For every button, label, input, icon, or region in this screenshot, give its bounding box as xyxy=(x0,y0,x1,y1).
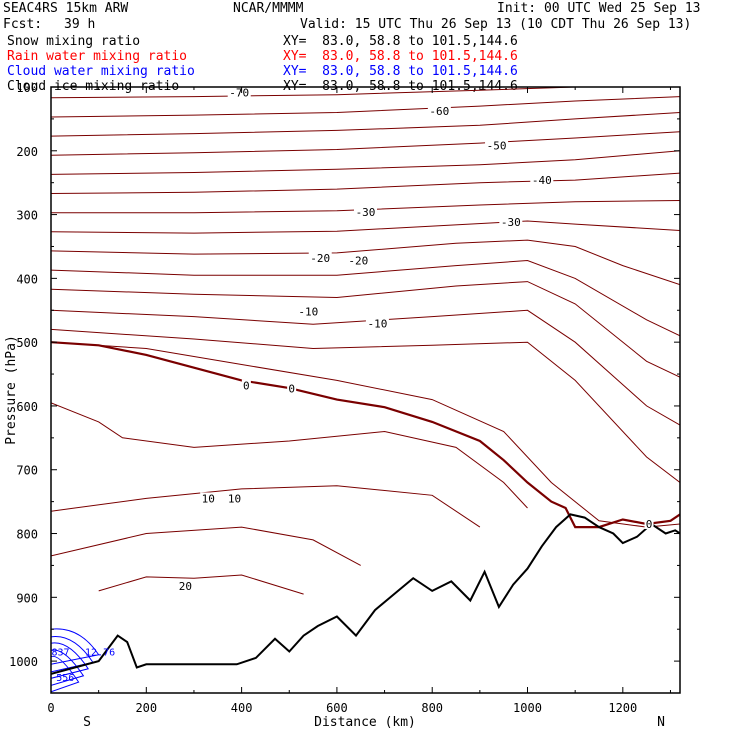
isotherm-line xyxy=(51,131,680,156)
isotherm-label-bg xyxy=(200,492,217,504)
isotherm-label: -40 xyxy=(532,174,552,187)
isotherm-label: -30 xyxy=(356,206,376,219)
isotherm-line xyxy=(51,112,680,137)
isotherm-line xyxy=(51,96,680,118)
legend-rain-xy: XY= 83.0, 58.8 to 101.5,144.6 xyxy=(283,49,518,64)
isotherm-label: -10 xyxy=(298,306,318,319)
isotherm-label-bg xyxy=(241,379,251,391)
forecast-label: Fcst: xyxy=(3,17,43,32)
plot-frame xyxy=(50,86,681,694)
isotherm-line xyxy=(51,220,680,234)
isotherm-label-bg xyxy=(427,105,451,117)
isotherm-label: -30 xyxy=(501,216,521,229)
isotherm-label: 0 xyxy=(288,383,295,396)
isotherm-label-bg xyxy=(354,206,377,218)
model-name: SEAC4RS 15km ARW xyxy=(3,1,129,16)
organization: NCAR/MMMM xyxy=(233,1,304,16)
isotherm-label-bg xyxy=(365,317,389,329)
isotherm-label: -50 xyxy=(487,140,507,153)
isotherm-line xyxy=(51,309,680,426)
cloud-water-contour xyxy=(51,655,80,693)
isotherm-label-bg xyxy=(226,492,243,504)
isotherm-label: -60 xyxy=(429,105,449,118)
isotherm-label: 10 xyxy=(228,492,241,505)
north-end-label: N xyxy=(657,715,665,730)
cloud-water-label: 837 xyxy=(51,648,69,659)
x-tick-label: 200 xyxy=(135,701,157,715)
y-tick-label: 1000 xyxy=(9,655,38,669)
y-tick-label: 600 xyxy=(16,400,38,414)
isotherm-line xyxy=(51,87,616,99)
plot-area: -70 -60 -50 -40 -30 -30 -20 -20 -10 -10 0 0 0 10 10 20 8… xyxy=(51,87,680,693)
legend-snow-xy: XY= 83.0, 58.8 to 101.5,144.6 xyxy=(283,34,518,49)
cloud-water-label: 556 xyxy=(56,673,74,684)
init-time: Init: 00 UTC Wed 25 Sep 13 xyxy=(497,1,701,16)
terrain-line xyxy=(51,513,680,675)
isotherm-line xyxy=(98,574,304,595)
legend-cloud-water-xy: XY= 83.0, 58.8 to 101.5,144.6 xyxy=(283,64,518,79)
y-tick-label: 500 xyxy=(16,336,38,350)
isotherm-label-bg xyxy=(308,251,332,263)
y-axis-label: Pressure (hPa) xyxy=(4,335,19,445)
legend-rain-label: Rain water mixing ratio xyxy=(7,49,188,64)
isotherm-label: 20 xyxy=(179,580,192,593)
isotherm-line xyxy=(51,485,481,528)
isotherm-label-bg xyxy=(530,174,554,186)
isotherm-label-bg xyxy=(499,216,523,228)
isotherm-label-bg xyxy=(296,305,320,317)
freezing-level-line xyxy=(51,341,680,529)
isotherm-label-bg xyxy=(177,579,194,591)
isotherm-line xyxy=(51,172,680,194)
isotherm-label: 0 xyxy=(243,380,250,393)
isotherm-label-bg xyxy=(287,382,297,394)
isotherm-line xyxy=(51,402,528,509)
south-end-label: S xyxy=(83,715,91,730)
isotherm-line xyxy=(51,526,361,566)
isotherm-label-bg xyxy=(485,139,509,151)
isotherm-line xyxy=(51,200,680,214)
legend-snow-label: Snow mixing ratio xyxy=(7,34,141,49)
isotherm-label: -70 xyxy=(229,87,249,100)
isotherm-line xyxy=(51,328,680,483)
valid-time: Valid: 15 UTC Thu 26 Sep 13 (10 CDT Thu … xyxy=(300,17,692,32)
isotherm-label-bg xyxy=(644,517,654,529)
forecast-hour: 39 h xyxy=(64,17,96,32)
x-tick-label: 600 xyxy=(326,701,348,715)
cloud-water-contour xyxy=(51,649,85,686)
x-tick-label: 1200 xyxy=(608,701,637,715)
x-axis-label: Distance (km) xyxy=(314,715,416,730)
y-tick-label: 800 xyxy=(16,528,38,542)
y-tick-label: 400 xyxy=(16,272,38,286)
y-tick-label: 900 xyxy=(16,591,38,605)
y-tick-label: 200 xyxy=(16,145,38,159)
isotherm-line xyxy=(51,150,680,175)
isotherm-label: 10 xyxy=(202,492,215,505)
y-tick-label: 300 xyxy=(16,209,38,223)
isotherm-label: -10 xyxy=(367,318,387,331)
legend-cloud-water-label: Cloud water mixing ratio xyxy=(7,64,195,79)
isotherm-label-bg xyxy=(227,87,251,98)
x-tick-label: 0 xyxy=(47,701,54,715)
isotherm-label: -20 xyxy=(348,255,368,268)
x-tick-label: 1000 xyxy=(513,701,542,715)
isotherm-label-bg xyxy=(346,254,370,266)
isotherm-label: 0 xyxy=(646,518,653,531)
isotherm-line xyxy=(51,281,680,378)
isotherm-line xyxy=(51,259,680,337)
cloud-water-label: 12.76 xyxy=(85,648,115,659)
isotherm-line xyxy=(51,239,680,286)
cloud-water-contour xyxy=(51,628,100,665)
x-tick-label: 800 xyxy=(421,701,443,715)
isotherm-line xyxy=(51,341,680,528)
x-tick-label: 400 xyxy=(231,701,253,715)
y-tick-label: 700 xyxy=(16,464,38,478)
y-tick-label: 100 xyxy=(16,81,38,95)
cloud-water-contour xyxy=(51,642,89,679)
isotherm-label: -20 xyxy=(310,252,330,265)
